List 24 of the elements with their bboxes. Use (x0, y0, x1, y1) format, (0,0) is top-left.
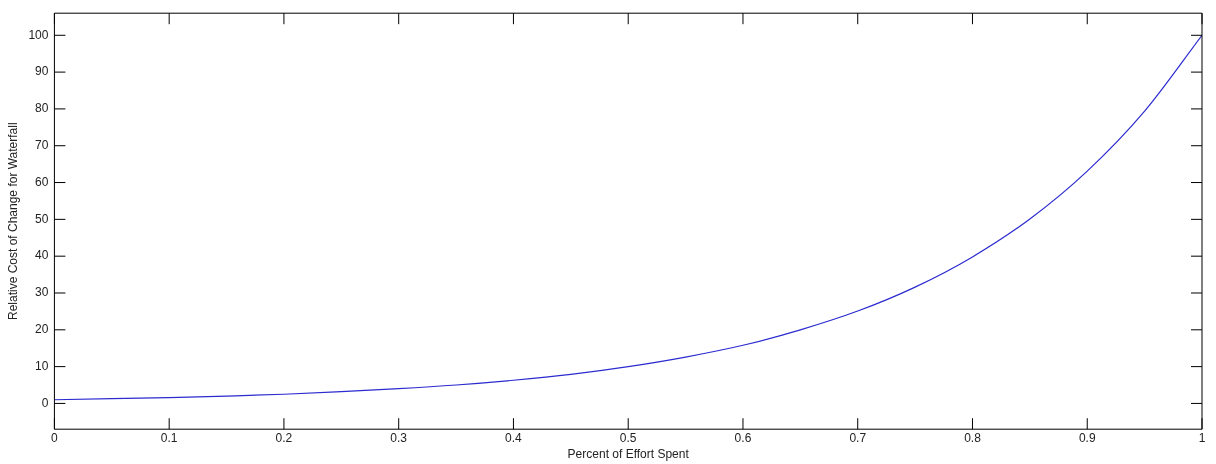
x-tick-label: 0.6 (734, 430, 752, 445)
y-tick-label: 60 (35, 174, 49, 189)
y-tick-label: 90 (35, 64, 49, 79)
x-axis-title: Percent of Effort Spent (567, 447, 690, 462)
x-tick-label: 0.4 (505, 430, 523, 445)
x-tick-label: 0.7 (849, 430, 867, 445)
x-tick-label: 0.9 (1078, 430, 1096, 445)
x-tick-label: 0.2 (275, 430, 293, 445)
y-tick-label: 0 (41, 395, 49, 410)
x-tick-label: 1 (1198, 430, 1206, 445)
y-tick-label: 70 (35, 138, 49, 153)
y-tick-label: 30 (35, 285, 49, 300)
y-tick-label: 50 (35, 211, 49, 226)
x-tick-label: 0.8 (964, 430, 982, 445)
y-axis-title: Relative Cost of Change for Waterfall (5, 122, 20, 321)
y-tick-label: 40 (35, 248, 49, 263)
y-tick-label: 100 (28, 27, 49, 42)
x-tick-label: 0.1 (160, 430, 178, 445)
y-tick-label: 80 (35, 101, 49, 116)
x-tick-label: 0 (51, 430, 59, 445)
y-tick-label: 10 (35, 358, 49, 373)
y-tick-label: 20 (35, 322, 49, 337)
x-tick-label: 0.3 (390, 430, 408, 445)
x-tick-label: 0.5 (619, 430, 637, 445)
